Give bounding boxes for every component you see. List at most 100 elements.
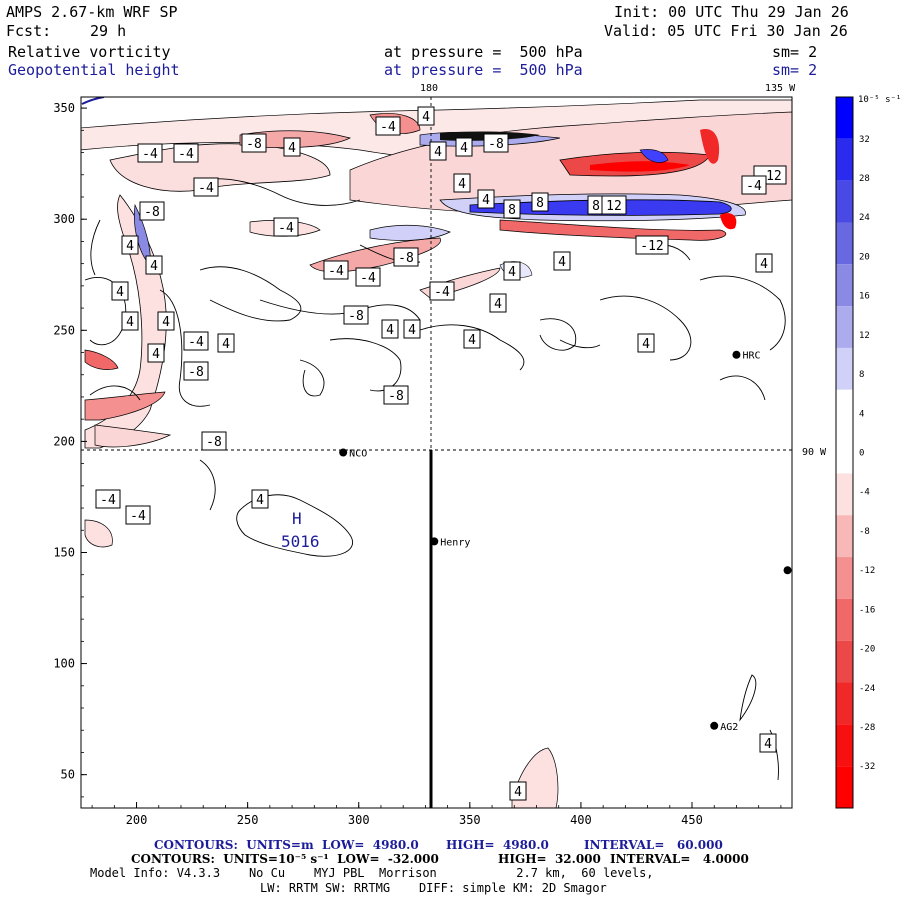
contour-label: 4 [126,315,134,330]
contour-label: 4 [408,323,416,338]
contour-label-box [637,333,655,353]
footer-model-info: Model Info: V4.3.3 No Cu MYJ PBL Morriso… [90,866,654,880]
colorbar: 32 28 24 20 16 12 8 4 0 -4 -8 -12 -16 -20 -24 -28 -32 [835,96,875,809]
contour-label: -4 [100,493,116,508]
field2-level: at pressure = 500 hPa [384,61,583,79]
station-label: AG2 [720,722,738,733]
vorticity-fill-layer [81,99,792,808]
contour-label: -4 [130,509,146,524]
contour-label-box [635,235,669,255]
contour-label: 4 [386,323,394,338]
x-tick-label: 300 [348,813,370,827]
colorbar-tick-label: 32 [859,135,870,145]
station-marker [710,721,719,730]
colorbar-swatch [836,264,853,307]
footer-line1-a: CONTOURS: UNITS=m LOW= 4980.0 [154,838,419,852]
field1-level: at pressure = 500 hPa [384,43,583,61]
contour-label: -4 [188,335,204,350]
contour-label-box [145,255,163,275]
contour-label-box [173,143,199,163]
colorbar-tick-label: 4 [859,409,864,419]
colorbar-swatch [836,724,853,767]
contour-label-box [489,293,507,313]
contour-label: 4 [494,297,502,312]
contour-label-box [503,199,521,219]
contour-label-box [429,141,447,161]
contour-label-box [95,489,121,509]
contour-label: -4 [198,181,214,196]
contour-label: 8 [592,199,600,214]
contour-label-box [139,201,165,221]
field2-name: Geopotential height [8,61,180,79]
contour-label-box [137,143,163,163]
station-label: HRC [742,351,760,362]
contour-label: 4 [116,285,124,300]
contour-label-box [601,195,627,215]
contour-label: 4 [468,333,476,348]
colorbar-tick-label: -8 [859,527,870,537]
contour-label: -4 [434,285,450,300]
contour-label-box [455,137,473,157]
forecast-label: Fcst: [6,22,52,40]
contour-label: 4 [222,337,230,352]
x-tick-label: 450 [681,813,703,827]
contour-label-box [147,343,165,363]
contour-label-box [381,319,399,339]
forecast-value: 29 h [90,22,127,40]
contour-label: -12 [640,239,663,254]
colorbar-swatch [836,306,853,348]
y-tick-label: 200 [53,434,75,448]
contour-label-box [183,361,209,381]
contour-label: 4 [458,177,466,192]
colorbar-tick-label: -20 [859,645,875,655]
contour-label: -8 [488,137,504,152]
plot-frame [80,96,793,809]
colorbar-swatch [836,640,853,683]
contour-label: 8 [536,196,544,211]
contour-label: 8 [508,203,516,218]
y-tick-label: 350 [53,101,75,115]
contour-label: 4 [152,347,160,362]
contour-label: 4 [514,785,522,800]
colorbar-swatch [836,222,853,265]
x-tick-label: 250 [237,813,259,827]
contour-label-box [375,116,401,136]
colorbar-swatch [836,97,853,139]
colorbar-swatch [836,347,853,390]
contour-label-box [509,781,527,801]
colorbar-tick-label: -4 [859,488,870,498]
footer-line2-c: INTERVAL= 4.0000 [610,852,749,866]
contour-label-box [403,319,421,339]
station-marker [339,448,348,457]
stations: NCO Henry HRC AG2 [339,350,792,733]
colorbar-swatch [836,138,853,181]
contour-label: 4 [288,141,296,156]
colorbar-tick-label: -16 [859,605,875,615]
contour-label-box [453,173,471,193]
colorbar-swatch [836,389,853,432]
x-tick-label: 400 [570,813,592,827]
valid-time: Valid: 05 UTC Fri 30 Jan 26 [604,22,848,40]
station-label: Henry [440,537,470,548]
contour-label-box [273,217,299,237]
contour-label: -8 [388,389,404,404]
contour-label: 4 [482,193,490,208]
contour-label-box [193,177,219,197]
footer-line1-c: INTERVAL= 60.000 [584,838,723,852]
station-label: NCO [349,449,367,460]
colorbar-swatch [836,557,853,599]
footer-line1-b: HIGH= 4980.0 [446,838,549,852]
lon-label-180: 180 [420,83,439,94]
station-marker [430,537,439,546]
contour-label-box [323,260,349,280]
colorbar-swatch [836,682,853,725]
lat-label-90w: 90 W [802,447,827,458]
contour-label-box [429,281,455,301]
colorbar-tick-label: 0 [859,449,864,459]
contour-label: 4 [256,493,264,508]
y-tick-label: 300 [53,212,75,226]
init-time: Init: 00 UTC Thu 29 Jan 26 [614,3,849,21]
colorbar-tick-label: -24 [859,684,875,694]
contour-label-box [477,189,495,209]
contour-label-box [125,505,151,525]
